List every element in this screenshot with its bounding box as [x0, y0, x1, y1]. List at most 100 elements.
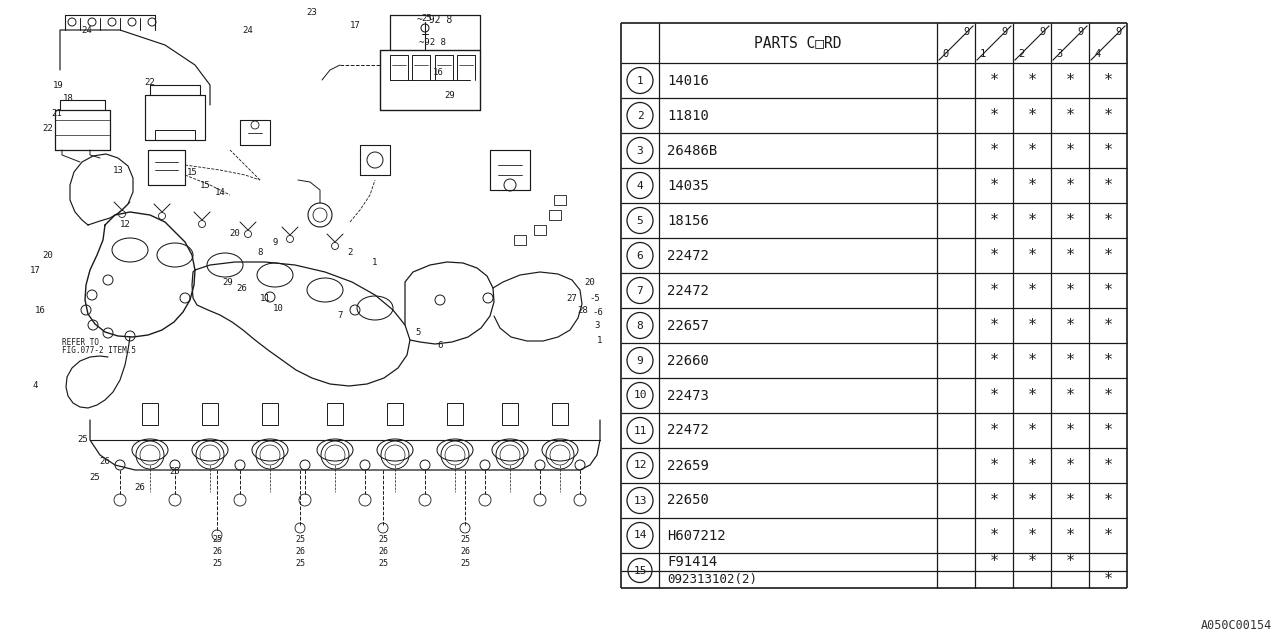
Text: 14: 14: [634, 531, 646, 541]
Bar: [447, 403, 463, 425]
Text: *: *: [1028, 554, 1037, 569]
Text: *: *: [989, 108, 998, 123]
Text: *: *: [989, 73, 998, 88]
Text: 12: 12: [119, 220, 131, 228]
Text: 1: 1: [980, 49, 987, 59]
Bar: [326, 403, 343, 425]
Text: 22472: 22472: [667, 248, 709, 262]
Text: 9: 9: [1078, 27, 1084, 37]
Text: *: *: [989, 143, 998, 158]
Text: 9: 9: [1002, 27, 1009, 37]
Text: *: *: [1028, 353, 1037, 368]
Text: *: *: [1065, 318, 1075, 333]
Text: 9: 9: [1039, 27, 1046, 37]
Text: 25: 25: [460, 536, 470, 545]
Text: 25: 25: [212, 536, 221, 545]
Text: *: *: [989, 248, 998, 263]
Text: 26: 26: [237, 284, 247, 292]
Text: *: *: [989, 554, 998, 569]
Text: *: *: [1028, 318, 1037, 333]
Text: 26: 26: [378, 547, 388, 557]
Bar: [142, 403, 157, 425]
Text: *: *: [1028, 283, 1037, 298]
Text: 10: 10: [273, 303, 283, 312]
Text: PARTS C□RD: PARTS C□RD: [754, 35, 842, 51]
Bar: [262, 403, 278, 425]
Bar: [552, 403, 568, 425]
Text: *: *: [1103, 283, 1112, 298]
Text: 17: 17: [349, 20, 361, 29]
Text: 26486B: 26486B: [667, 143, 717, 157]
Text: 25: 25: [90, 474, 100, 483]
Text: *: *: [1028, 73, 1037, 88]
Text: *: *: [1065, 528, 1075, 543]
Text: 22473: 22473: [667, 388, 709, 403]
Text: 20: 20: [585, 278, 595, 287]
Text: 25: 25: [212, 559, 221, 568]
Text: 6: 6: [636, 250, 644, 260]
Text: -5: -5: [590, 294, 600, 303]
Text: 25: 25: [378, 536, 388, 545]
Text: 7: 7: [636, 285, 644, 296]
Text: 15: 15: [634, 566, 646, 575]
Text: 25: 25: [78, 435, 88, 445]
Text: 14016: 14016: [667, 74, 709, 88]
Text: 8: 8: [636, 321, 644, 330]
Text: *: *: [1028, 458, 1037, 473]
Text: *: *: [1103, 528, 1112, 543]
Text: 9: 9: [636, 355, 644, 365]
Text: *: *: [989, 423, 998, 438]
Text: 20: 20: [229, 228, 241, 237]
Text: FIG.077-2 ITEM.5: FIG.077-2 ITEM.5: [61, 346, 136, 355]
Text: *: *: [989, 283, 998, 298]
Text: 092313102(2): 092313102(2): [667, 573, 756, 586]
Text: *: *: [1028, 423, 1037, 438]
Text: 7: 7: [338, 310, 343, 319]
Text: *: *: [989, 353, 998, 368]
Text: 22660: 22660: [667, 353, 709, 367]
Text: *: *: [1065, 108, 1075, 123]
Text: 19: 19: [52, 81, 64, 90]
Text: 15: 15: [200, 180, 210, 189]
Text: *: *: [1065, 423, 1075, 438]
Text: 21: 21: [51, 109, 63, 118]
Bar: [534, 225, 547, 235]
Bar: [554, 195, 566, 205]
Text: *: *: [1103, 248, 1112, 263]
Text: A050C00154: A050C00154: [1201, 619, 1272, 632]
Text: 25: 25: [294, 536, 305, 545]
Text: 18: 18: [63, 93, 73, 102]
Text: F91414: F91414: [667, 555, 717, 569]
Bar: [502, 403, 518, 425]
Text: *: *: [1103, 143, 1112, 158]
Text: 1: 1: [636, 76, 644, 86]
Text: *: *: [1065, 353, 1075, 368]
Text: 1: 1: [372, 257, 378, 266]
Text: 27: 27: [567, 294, 577, 303]
Text: 15: 15: [187, 168, 197, 177]
Text: 0: 0: [942, 49, 948, 59]
Text: 14035: 14035: [667, 179, 709, 193]
Text: 5: 5: [636, 216, 644, 225]
Text: 18156: 18156: [667, 214, 709, 227]
Text: *: *: [1103, 73, 1112, 88]
Text: 28: 28: [577, 305, 589, 314]
Text: 4: 4: [636, 180, 644, 191]
Text: 26: 26: [212, 547, 221, 557]
Text: *: *: [1103, 458, 1112, 473]
Bar: [515, 235, 526, 245]
Text: 25: 25: [421, 13, 433, 22]
Text: 13: 13: [113, 166, 123, 175]
Text: *: *: [1028, 248, 1037, 263]
Text: 22472: 22472: [667, 424, 709, 438]
Text: 3: 3: [594, 321, 600, 330]
Bar: [202, 403, 218, 425]
Text: *: *: [989, 528, 998, 543]
Text: *: *: [1028, 108, 1037, 123]
Text: 2: 2: [1018, 49, 1024, 59]
Text: 22472: 22472: [667, 284, 709, 298]
Text: *: *: [989, 458, 998, 473]
Text: 3: 3: [636, 145, 644, 156]
Text: 22650: 22650: [667, 493, 709, 508]
Text: *: *: [1103, 353, 1112, 368]
